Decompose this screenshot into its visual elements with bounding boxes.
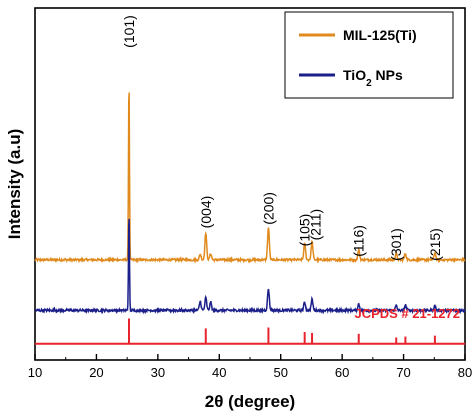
peak-label: (004): [198, 196, 214, 229]
x-tick-label: 20: [89, 365, 103, 380]
peak-label: (301): [388, 228, 404, 261]
legend-label-mil125: MIL-125(Ti): [343, 27, 417, 43]
x-tick-label: 40: [212, 365, 226, 380]
x-axis-ticks: 10 20 30 40 50 60 70 80: [28, 354, 472, 380]
x-axis-title: 2θ (degree): [205, 392, 295, 411]
peak-label: (101): [121, 15, 137, 48]
reference-label: JCPDS # 21-1272: [354, 306, 460, 321]
reference-pattern: [35, 318, 465, 345]
peak-label: (200): [260, 192, 276, 225]
y-axis-title: Intensity (a.u): [5, 129, 24, 240]
series-group: [34, 92, 466, 315]
peak-label: (215): [427, 228, 443, 261]
legend: MIL-125(Ti) TiO2 NPs: [284, 11, 454, 99]
x-tick-label: 80: [458, 365, 472, 380]
series-line-mil125: [34, 92, 466, 264]
x-tick-label: 70: [396, 365, 410, 380]
x-tick-label: 50: [273, 365, 287, 380]
legend-label-tio2: TiO2 NPs: [343, 67, 403, 89]
legend-box: [284, 11, 454, 99]
x-tick-label: 30: [151, 365, 165, 380]
peak-label: (116): [351, 225, 367, 257]
series-line-tio2: [34, 218, 466, 315]
x-tick-label: 60: [335, 365, 349, 380]
peak-label: (211): [308, 209, 324, 241]
peak-label: (105): [297, 214, 313, 247]
x-tick-label: 10: [28, 365, 42, 380]
peak-labels: (101) (004) (200) (105)(211) (116) (301) (215): [121, 15, 443, 261]
